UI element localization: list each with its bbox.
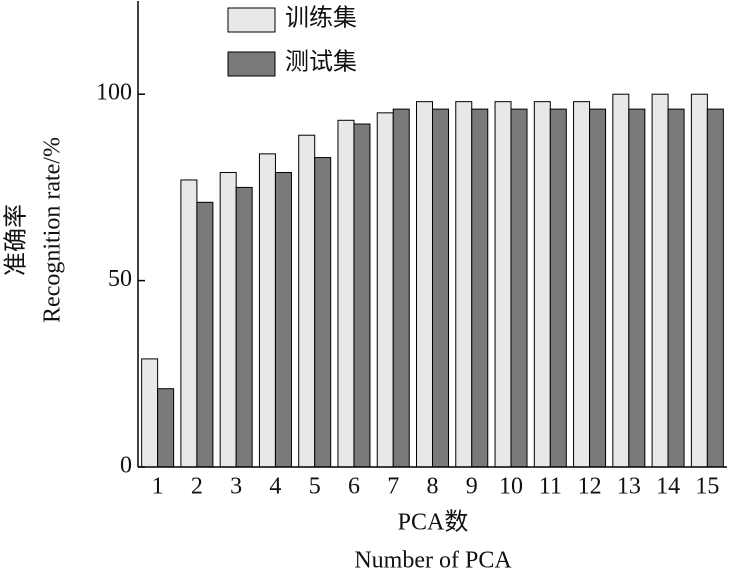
bar bbox=[510, 108, 528, 468]
x-tick-label: 12 bbox=[578, 474, 602, 500]
x-tick-label: 4 bbox=[269, 474, 281, 500]
legend-swatch bbox=[227, 7, 276, 33]
bar bbox=[314, 157, 332, 468]
bar bbox=[706, 108, 724, 468]
y-tick-label: 100 bbox=[96, 80, 132, 106]
bar bbox=[651, 93, 669, 468]
bar bbox=[432, 108, 449, 468]
x-tick-label: 10 bbox=[499, 474, 523, 500]
x-tick-label: 7 bbox=[387, 474, 399, 500]
bar bbox=[337, 119, 355, 468]
bar bbox=[573, 101, 591, 468]
bar bbox=[494, 101, 512, 468]
y-tick-label: 0 bbox=[120, 453, 132, 479]
bar bbox=[533, 101, 551, 468]
bar bbox=[416, 101, 433, 468]
x-tick-label: 8 bbox=[427, 474, 439, 500]
bar bbox=[141, 358, 159, 468]
legend-label: 测试集 bbox=[285, 49, 357, 76]
bar bbox=[376, 112, 394, 468]
x-axis-label: Number of PCA bbox=[354, 548, 512, 574]
x-tick-label: 15 bbox=[695, 474, 719, 500]
bar bbox=[219, 171, 237, 468]
x-tick-label: 13 bbox=[617, 474, 641, 500]
bar bbox=[471, 108, 489, 468]
x-tick-label: 14 bbox=[656, 474, 680, 500]
x-tick-label: 1 bbox=[152, 474, 164, 500]
bar bbox=[549, 108, 567, 468]
bar bbox=[274, 171, 292, 468]
bar bbox=[196, 201, 214, 468]
bar bbox=[353, 123, 371, 468]
bar bbox=[235, 186, 253, 468]
bar bbox=[298, 134, 316, 468]
x-tick-label: 11 bbox=[539, 474, 562, 500]
x-tick-label: 3 bbox=[230, 474, 242, 500]
bar bbox=[258, 153, 276, 468]
x-tick-label: 6 bbox=[348, 474, 360, 500]
bar bbox=[180, 179, 198, 468]
legend-label: 训练集 bbox=[285, 5, 357, 32]
x-axis-label: PCA数 bbox=[398, 509, 469, 536]
y-axis-label: 准确率 bbox=[3, 204, 30, 276]
bar bbox=[612, 93, 630, 468]
x-tick-label: 5 bbox=[309, 474, 321, 500]
bar bbox=[589, 108, 607, 468]
bar bbox=[157, 388, 175, 468]
bar bbox=[667, 108, 685, 468]
bar bbox=[628, 108, 646, 468]
legend-swatch bbox=[227, 51, 276, 77]
bar bbox=[455, 101, 473, 468]
x-tick-label: 2 bbox=[191, 474, 203, 500]
bar bbox=[392, 108, 410, 468]
y-axis-label: Recognition rate/% bbox=[40, 137, 66, 323]
y-tick-label: 50 bbox=[108, 266, 132, 292]
x-tick-label: 9 bbox=[466, 474, 478, 500]
bar bbox=[690, 93, 708, 468]
